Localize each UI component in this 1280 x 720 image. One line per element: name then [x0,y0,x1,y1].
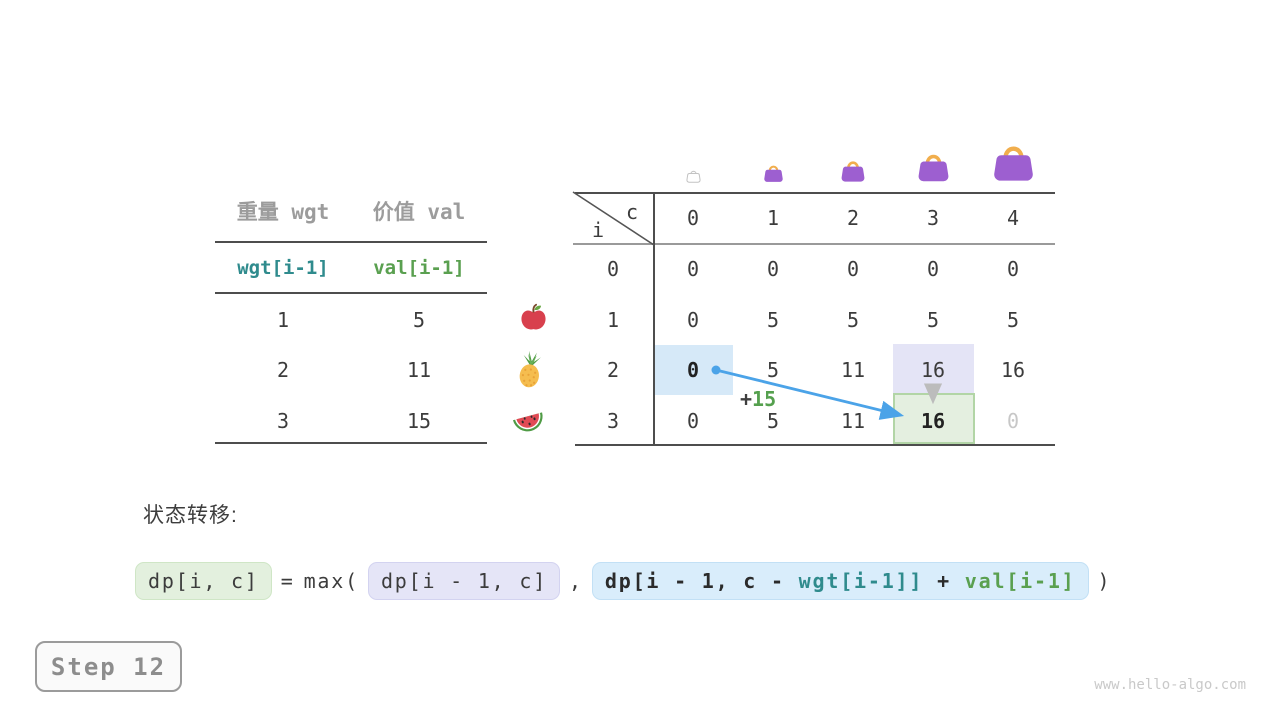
items-table-header-row: 重量 wgt 价值 val [215,199,487,225]
dp-cell-1-0: 0 [686,308,700,332]
wgt-var-label: wgt[i-1] [237,257,329,279]
dp-cell-3-3: 16 [920,409,946,433]
dp-corner-diagonal [572,191,655,246]
watermelon-icon [509,404,547,441]
dp-col-header-0: 0 [686,206,700,230]
items-table: 重量 wgt 价值 val wgt[i-1] val[i-1] 1 5 2 11… [215,196,487,448]
item-row-2: 2 11 [215,357,487,383]
item-1-weight: 1 [276,308,290,332]
site-watermark: www.hello-algo.com [1094,677,1246,693]
dp-cell-3-4: 0 [1006,409,1020,433]
val-var-label: val[i-1] [373,257,465,279]
dp-cell-3-2: 11 [840,409,866,433]
dp-cell-3-1: 5 [766,409,780,433]
formula-equals: = [280,569,295,593]
formula-option2-wgt: wgt[i-1]] [798,569,924,593]
transition-formula: dp[i, c] = max( dp[i - 1, c] , dp[i - 1,… [135,561,1111,601]
step-badge: Step 12 [35,641,182,692]
dp-row-header-0: 0 [606,257,620,281]
formula-option2-plus: + [923,569,965,593]
items-table-rule-mid [215,292,487,294]
item-row-1: 1 5 [215,307,487,333]
items-table-rule-top [215,241,487,243]
dp-cell-1-4: 5 [1006,308,1020,332]
dp-cell-0-1: 0 [766,257,780,281]
dp-col-header-1: 1 [766,206,780,230]
item-3-weight: 3 [276,409,290,433]
dp-table-rule-top [575,192,1055,194]
dp-cell-0-3: 0 [926,257,940,281]
item-3-value: 15 [406,409,432,433]
value-column-header: 价值 val [372,200,466,224]
dp-cell-1-3: 5 [926,308,940,332]
dp-col-header-3: 3 [926,206,940,230]
dp-table-rule-vertical [653,192,655,446]
dp-col-header-2: 2 [846,206,860,230]
formula-option2-chip: dp[i - 1, c - wgt[i-1]] + val[i-1] [591,562,1089,600]
dp-cell-2-2: 11 [840,358,866,382]
dp-cell-2-0: 0 [686,358,700,382]
dp-cell-0-2: 0 [846,257,860,281]
item-2-weight: 2 [276,358,290,382]
bag-icon-1 [762,162,785,188]
dp-row-header-3: 3 [606,409,620,433]
dp-cell-2-1: 5 [766,358,780,382]
dp-cell-0-0: 0 [686,257,700,281]
formula-option2-val: val[i-1] [964,569,1076,593]
pineapple-icon [513,348,546,394]
dp-row-var-label: i [592,218,605,242]
formula-option1-chip: dp[i - 1, c] [367,562,561,600]
item-1-value: 5 [412,308,426,332]
formula-comma: , [569,569,583,593]
formula-max-open: max( [303,569,359,593]
bag-icon-ghost [685,168,702,188]
dp-cell-3-0: 0 [686,409,700,433]
bag-icon-3 [915,149,952,188]
formula-lhs-chip: dp[i, c] [135,562,272,600]
dp-col-var-label: c [626,200,639,224]
formula-option2-prefix: dp[i - 1, c - [604,569,799,593]
dp-col-header-4: 4 [1006,206,1020,230]
dp-cell-0-4: 0 [1006,257,1020,281]
item-row-3: 3 15 [215,408,487,434]
item-2-value: 11 [406,358,432,382]
bag-icon-2 [839,157,867,188]
dp-row-header-1: 1 [606,308,620,332]
apple-icon [518,302,549,338]
items-table-var-row: wgt[i-1] val[i-1] [215,255,487,281]
dp-row-header-2: 2 [606,358,620,382]
dp-cell-2-4: 16 [1000,358,1026,382]
dp-cell-1-2: 5 [846,308,860,332]
dp-cell-1-1: 5 [766,308,780,332]
transition-title: 状态转移: [143,504,238,527]
formula-close-paren: ) [1097,569,1112,593]
dp-table-rule-bottom [575,444,1055,446]
items-table-rule-bottom [215,442,487,444]
bag-icon-4 [990,139,1037,188]
dp-cell-2-3: 16 [920,358,946,382]
dp-table-rule-header [573,243,1055,245]
weight-column-header: 重量 wgt [236,200,330,224]
